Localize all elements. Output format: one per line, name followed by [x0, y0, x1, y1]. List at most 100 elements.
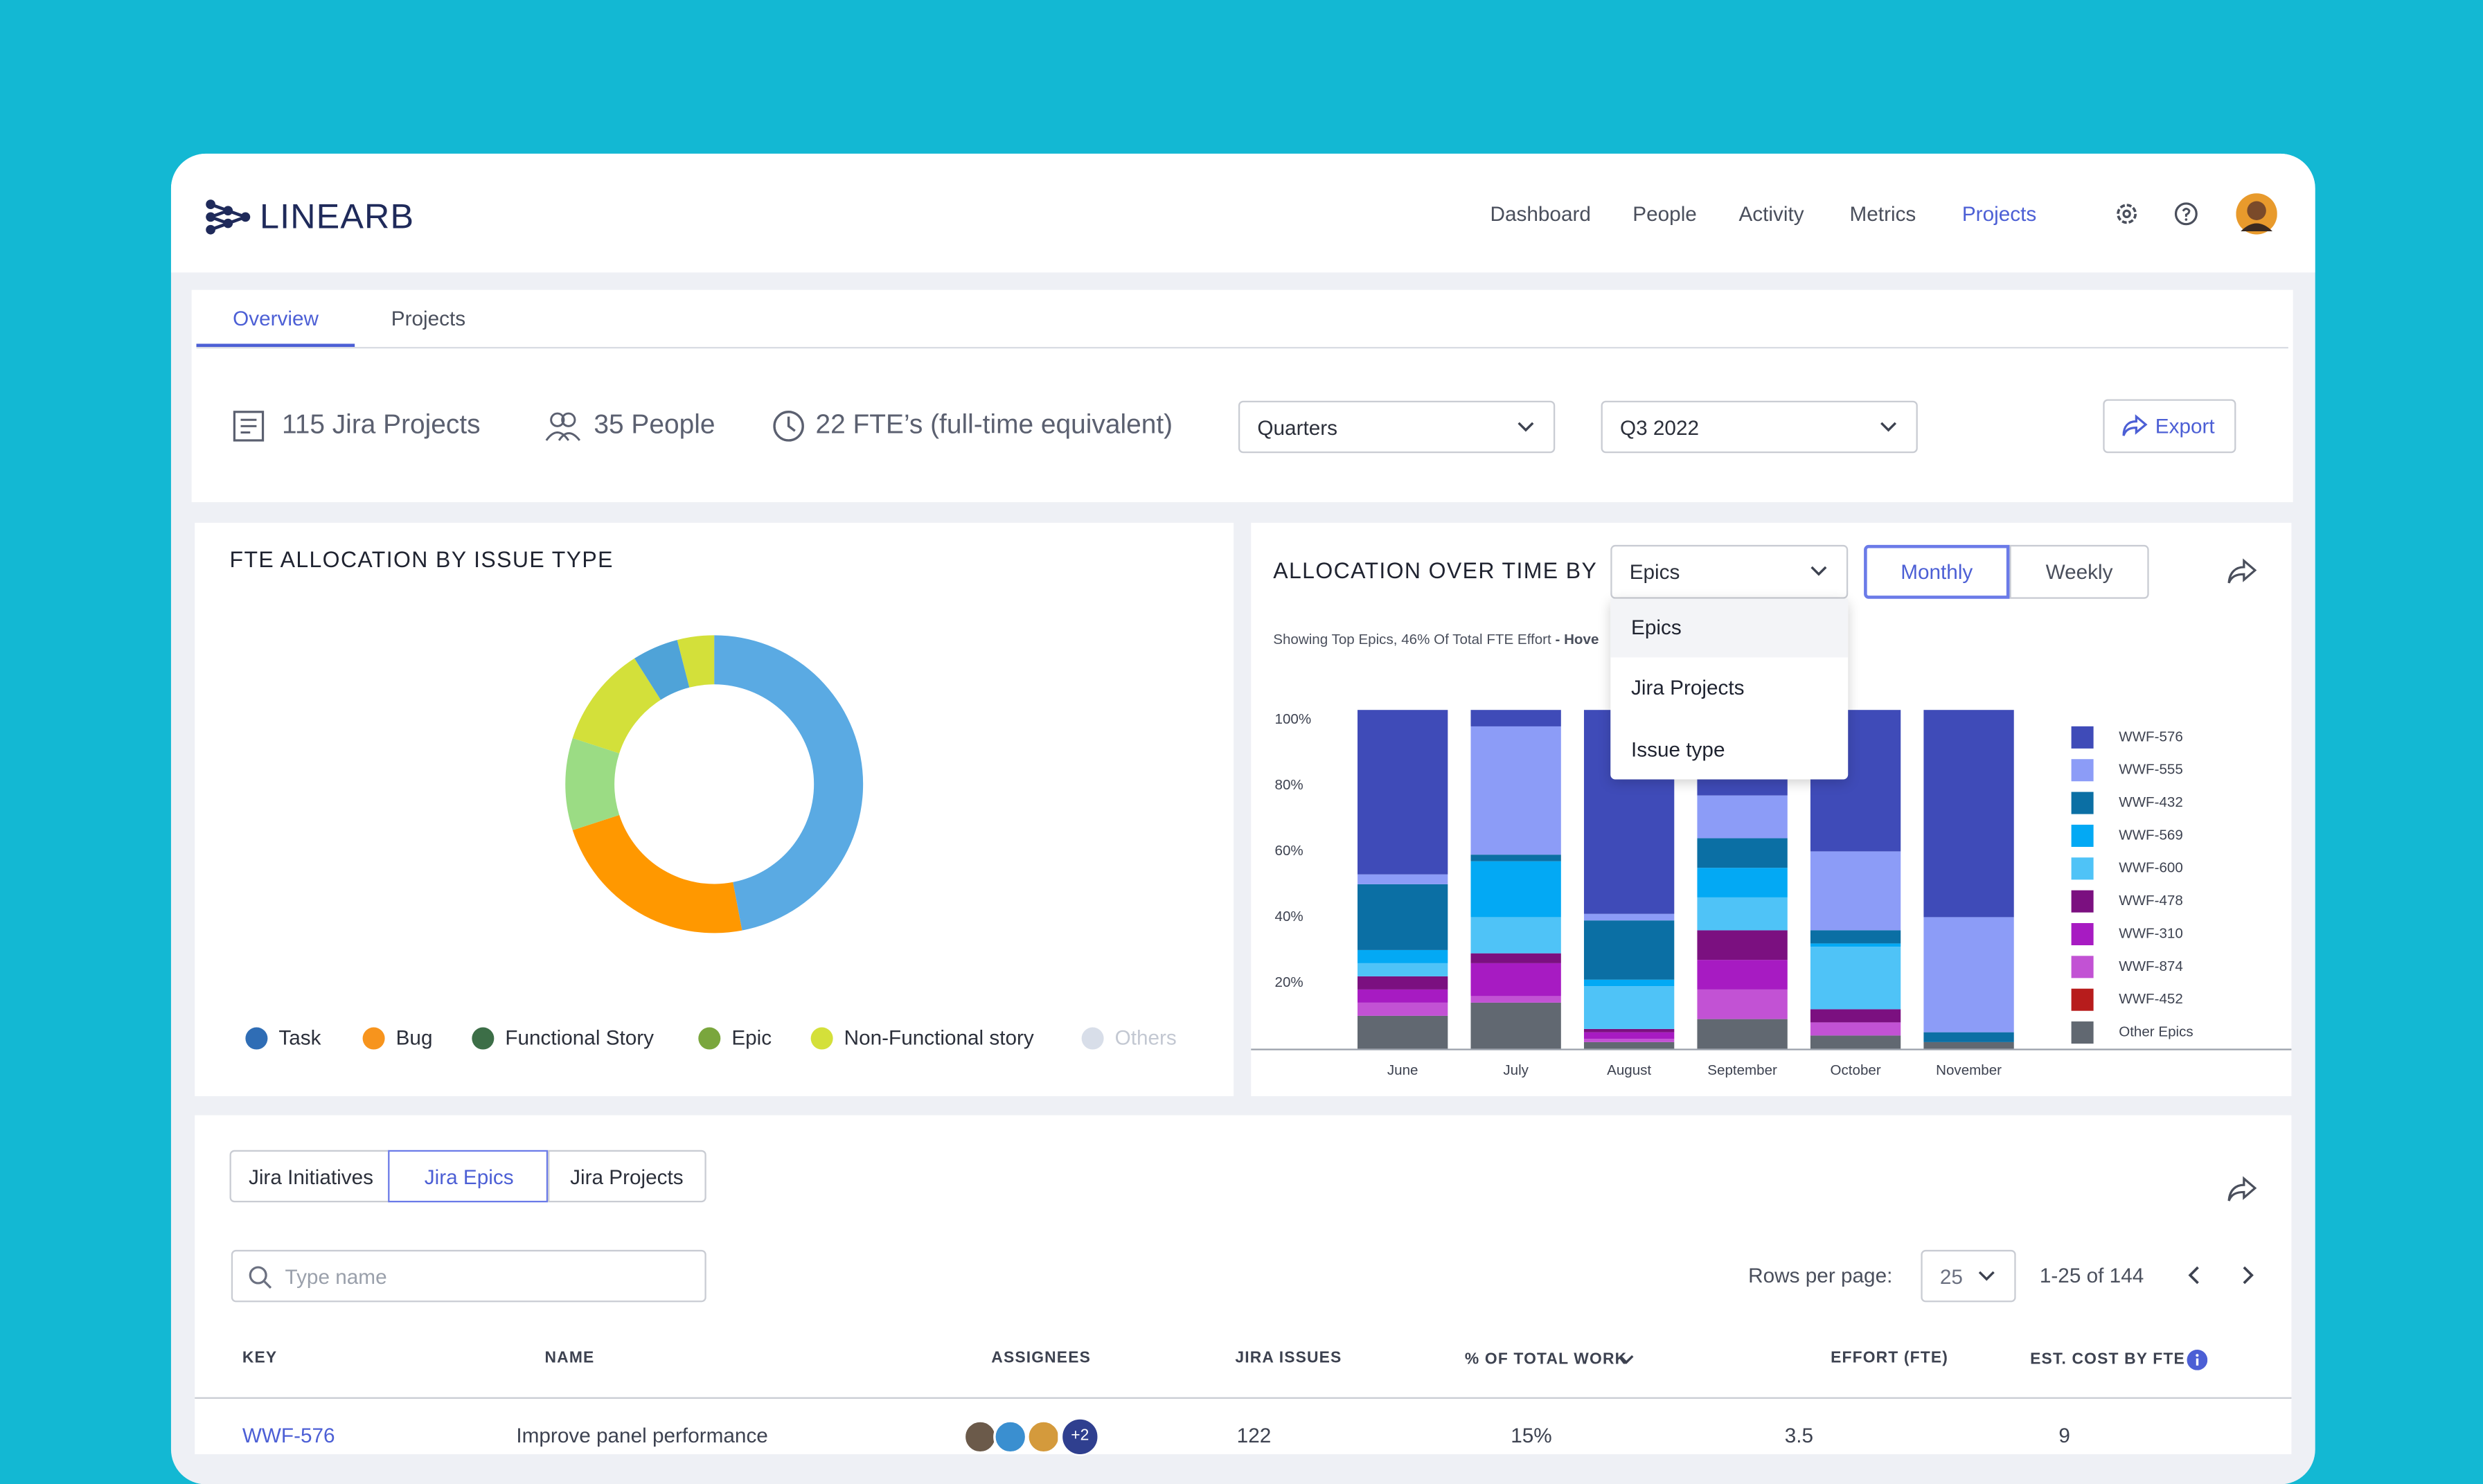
legend-label: WWF-600	[2119, 860, 2183, 876]
table-tab[interactable]: Jira Projects	[548, 1150, 706, 1203]
export-icon	[2122, 414, 2148, 436]
view-toggle-active[interactable]: Monthly	[1864, 544, 2010, 599]
donut-panel	[195, 522, 1234, 1097]
overview-panel	[191, 289, 2293, 503]
bar-segment	[1810, 1009, 1901, 1023]
dropdown-option[interactable]: Jira Projects	[1630, 675, 1745, 699]
header-icons[interactable]	[2114, 202, 2209, 230]
export-button[interactable]: Export	[2103, 399, 2236, 454]
nav-link-active[interactable]: Projects	[1961, 202, 2037, 226]
view-toggle[interactable]: Weekly	[2009, 544, 2149, 599]
group-by-select[interactable]: Epics	[1610, 544, 1849, 599]
legend-label: Others	[1115, 1027, 1177, 1050]
table-tab[interactable]: Jira Initiatives	[229, 1150, 390, 1203]
more-assignees[interactable]: +2	[1060, 1418, 1099, 1456]
legend-dot	[362, 1027, 385, 1050]
chart-title: FTE ALLOCATION BY ISSUE TYPE	[229, 546, 614, 572]
legend-swatch	[2071, 726, 2094, 749]
pagination-arrows[interactable]	[2184, 1264, 2260, 1287]
period-select[interactable]: Quarters	[1238, 400, 1556, 454]
bar-segment	[1810, 943, 1901, 947]
epic-key[interactable]: WWF-576	[242, 1423, 335, 1447]
y-tick-label: 40%	[1275, 909, 1303, 924]
quarter-select[interactable]: Q3 2022	[1601, 400, 1918, 454]
legend-dot	[698, 1027, 721, 1050]
option-highlight	[1610, 598, 1849, 658]
bar-segment	[1697, 960, 1788, 990]
chevron	[1880, 421, 1897, 431]
cost: 9	[2058, 1423, 2070, 1447]
legend-swatch	[2071, 824, 2094, 847]
y-tick-label: 20%	[1275, 974, 1303, 990]
bar-segment	[1470, 917, 1561, 954]
legend-swatch	[2071, 792, 2094, 814]
bar-segment	[1923, 710, 2014, 918]
bar-segment	[1697, 1019, 1788, 1049]
bar-segment	[1697, 868, 1788, 897]
bar-segment	[1358, 976, 1448, 990]
info-icon[interactable]	[2187, 1350, 2208, 1370]
donut-segment	[677, 635, 715, 688]
summary-fte: 22 FTE’s (full-time equivalent)	[815, 409, 1173, 440]
jira-issues: 122	[1236, 1423, 1272, 1447]
tab-underline	[196, 343, 355, 347]
nav-link[interactable]: Activity	[1738, 202, 1804, 226]
legend-swatch	[2071, 759, 2094, 782]
search-input[interactable]: Type name	[231, 1249, 706, 1303]
clock-icon	[773, 411, 804, 442]
user-avatar[interactable]	[2236, 193, 2277, 235]
legend-label: Bug	[396, 1027, 433, 1050]
tab-label: Jira Epics	[424, 1164, 514, 1188]
y-tick-label: 60%	[1275, 843, 1303, 859]
legend-swatch	[2071, 988, 2094, 1011]
top-bar	[170, 153, 2315, 273]
more-assignees-count: +2	[1071, 1427, 1089, 1445]
tab-active[interactable]: Overview	[233, 306, 319, 330]
bar-segment	[1697, 795, 1788, 839]
legend-label: WWF-432	[2119, 794, 2183, 810]
column-header[interactable]: % OF TOTAL WORK	[1464, 1351, 1628, 1369]
bar-segment	[1470, 710, 1561, 726]
bar-segment	[1923, 1032, 2014, 1042]
toggle-label: Monthly	[1901, 560, 1973, 584]
chevron	[1810, 566, 1827, 576]
nav-link[interactable]: Metrics	[1849, 202, 1916, 226]
nav-link[interactable]: Dashboard	[1490, 202, 1591, 226]
x-tick-label: August	[1607, 1062, 1651, 1078]
sort-icon	[1619, 1355, 1634, 1364]
table-tab-active[interactable]: Jira Epics	[388, 1150, 549, 1203]
subtitle-hint: - Hove	[1555, 631, 1599, 647]
brand: LINEARB	[259, 196, 415, 236]
bar-segment	[1470, 855, 1561, 861]
x-tick-label: November	[1936, 1062, 2002, 1078]
bar-segment	[1470, 726, 1561, 855]
dropdown-option[interactable]: Issue type	[1630, 737, 1725, 762]
column-header: EST. COST BY FTE	[2030, 1351, 2185, 1369]
donut-segment	[634, 640, 690, 700]
bar-segment	[1470, 953, 1561, 963]
people-icon	[545, 412, 580, 441]
app: LINEARB Dashboard People Activity Metric…	[170, 153, 2315, 1484]
column-header: NAME	[544, 1350, 595, 1368]
column-header: JIRA ISSUES	[1235, 1350, 1342, 1368]
nav-link[interactable]: People	[1632, 202, 1697, 226]
donut-segment	[572, 814, 742, 933]
tab[interactable]: Projects	[391, 306, 466, 330]
bar-segment	[1583, 1032, 1675, 1039]
bar-segment	[1697, 930, 1788, 960]
bar-segment	[1470, 861, 1561, 918]
share-icon[interactable]	[2227, 557, 2259, 586]
bar-segment	[1697, 989, 1788, 1019]
share-icon[interactable]	[2227, 1175, 2259, 1204]
column-header: EFFORT (FTE)	[1831, 1350, 1949, 1368]
bar-segment	[1358, 884, 1448, 950]
rows-per-page-select[interactable]: 25	[1921, 1249, 2016, 1303]
x-tick-label: June	[1387, 1062, 1418, 1078]
dropdown-option[interactable]: Epics	[1630, 615, 1682, 640]
logo-icon	[206, 199, 251, 235]
search-icon	[249, 1265, 272, 1288]
bar-segment	[1923, 917, 2014, 1032]
chart-title: ALLOCATION OVER TIME BY	[1273, 557, 1598, 583]
summary-projects: 115 Jira Projects	[281, 409, 481, 440]
legend-swatch	[2071, 956, 2094, 978]
